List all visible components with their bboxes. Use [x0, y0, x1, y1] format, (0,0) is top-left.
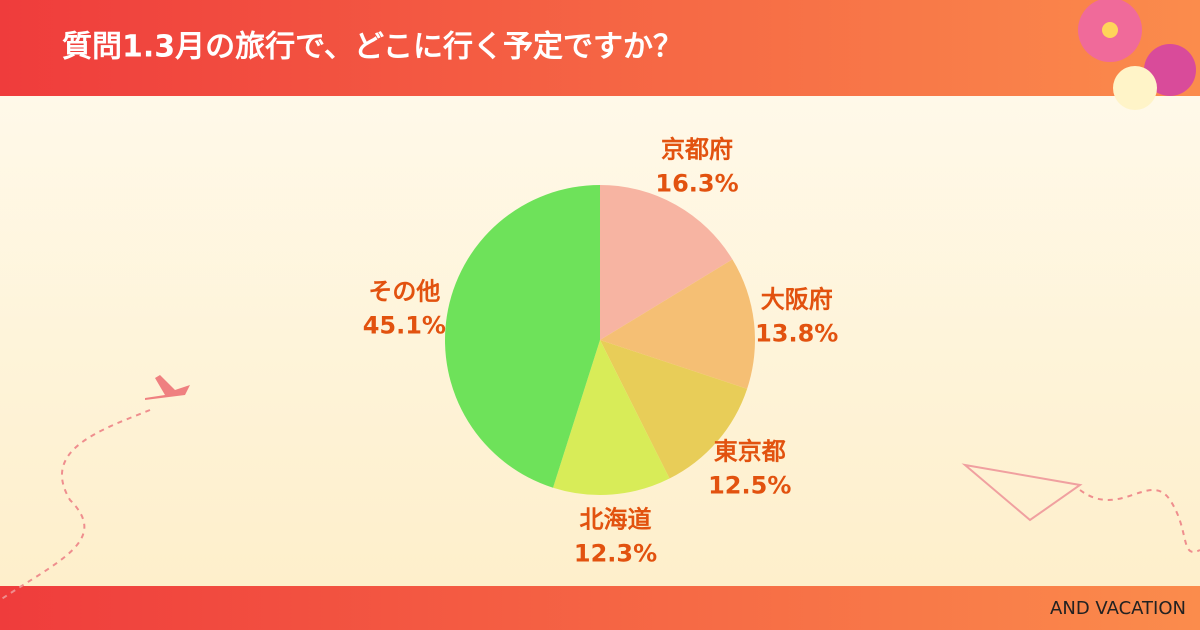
- flower-decoration: [1078, 0, 1196, 110]
- pie-slice: [445, 185, 600, 488]
- pie-slice: [600, 340, 748, 479]
- slice-label: 東京都: [714, 438, 786, 466]
- slice-value-label: 12.3%: [574, 539, 657, 567]
- slice-value-label: 45.1%: [363, 312, 446, 340]
- pie-slice: [600, 259, 755, 389]
- plane-decoration: [0, 409, 1200, 601]
- pie-slice: [553, 340, 670, 495]
- slice-label: 大阪府: [761, 286, 833, 314]
- header-band: [0, 0, 1200, 96]
- pie-slice: [600, 185, 733, 340]
- slice-label: その他: [368, 278, 440, 306]
- chart-title: 質問1.3月の旅行で、どこに行く予定ですか？: [62, 30, 683, 65]
- airplane-icon: [145, 375, 190, 400]
- slice-label: 北海道: [580, 505, 652, 533]
- slice-label: 京都府: [661, 135, 733, 163]
- slice-value-label: 13.8%: [755, 320, 838, 348]
- slice-value-label: 16.3%: [655, 169, 738, 197]
- footer-brand: AND VACATION: [1050, 598, 1186, 619]
- footer-band: [0, 586, 1200, 630]
- slice-value-label: 12.5%: [708, 472, 791, 500]
